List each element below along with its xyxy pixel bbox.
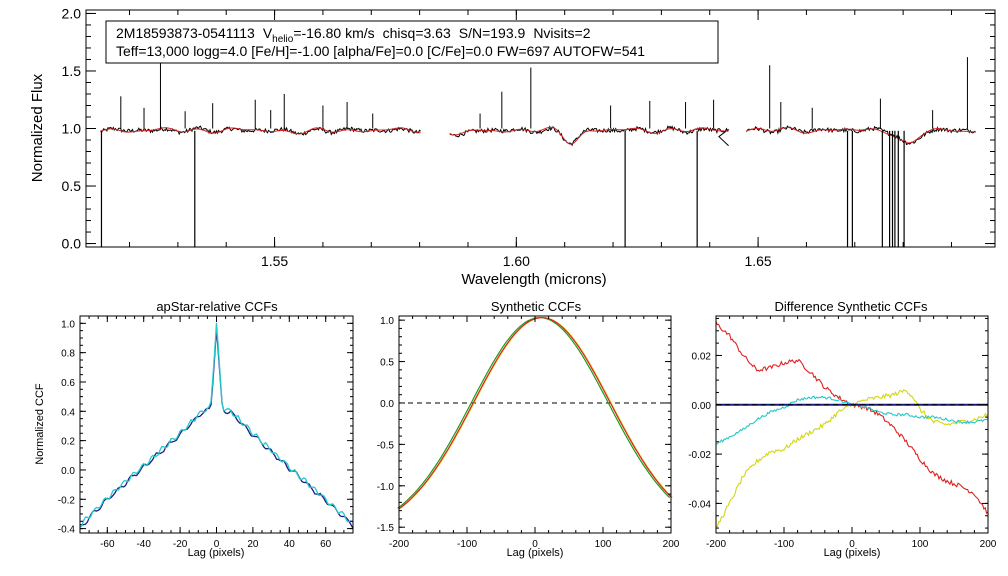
spectrum-ylabel: Normalized Flux [29, 73, 46, 182]
synthetic-ccf-series [397, 317, 671, 509]
synthetic-ccf-ytick-label: -1.0 [377, 482, 395, 493]
synthetic-ccf-xlabel: Lag (pixels) [507, 547, 564, 559]
apstar-ccf-xtick-label: -60 [100, 539, 115, 550]
difference-ccf-xtick-label: 0 [849, 539, 855, 550]
spectrum-ytick-label: 0.5 [62, 178, 82, 194]
observed-spectrum-segment [449, 125, 729, 147]
apstar-ccf-panel: apStar-relative CCFs -60 -40 -20 0 20 40 60 -0.… [34, 299, 354, 559]
apstar-ccf-series [79, 322, 354, 528]
info-line-2: Teff=13,000 logg=4.0 [Fe/H]=-1.00 [alpha… [116, 43, 645, 59]
apstar-ccf-ytick-label: -0.2 [58, 495, 76, 506]
apstar-ccf-ytick-label: 0.0 [61, 466, 75, 477]
apstar-ccf-xtick-label: 60 [320, 539, 332, 550]
spectrum-panel: 1.55 1.60 1.65 0.0 0.5 1.0 1.5 2.0 Wavelength (… [29, 5, 996, 288]
spectrum-ytick-label: 0.0 [62, 236, 82, 252]
difference-ccf-lines [715, 321, 989, 528]
spectrum-xtick-label: 1.60 [503, 253, 530, 269]
synthetic-ccf-ytick-label: 0.0 [380, 399, 394, 410]
difference-ccf-series [715, 395, 989, 445]
chisq-value: chisq=3.63 [383, 25, 451, 41]
difference-ccf-ytick-label: -0.04 [688, 499, 711, 510]
apstar-ccf-ytick-label: 0.6 [61, 378, 75, 389]
vhelio-subscript: helio [272, 34, 294, 45]
apstar-ccf-xtick-label: 20 [247, 539, 259, 550]
star-id: 2M18593873-0541113 [116, 25, 255, 41]
difference-ccf-ytick-label: 0.02 [692, 351, 712, 362]
apstar-ccf-title: apStar-relative CCFs [156, 299, 278, 314]
synthetic-ccf-xtick-label: 0 [532, 539, 538, 550]
spectrum-lines [100, 53, 977, 248]
synthetic-ccf-xtick-label: -200 [389, 539, 409, 550]
info-line-1: 2M18593873-0541113 Vhelio=-16.80 km/s chis… [116, 25, 591, 45]
snr-value: S/N=193.9 [459, 25, 526, 41]
apstar-ccf-ytick-label: 0.4 [61, 407, 75, 418]
spectrum-ytick-label: 1.5 [62, 63, 82, 79]
difference-ccf-xtick-label: -100 [774, 539, 794, 550]
nvisits-value: Nvisits=2 [533, 25, 590, 41]
model-spectrum-segment [100, 127, 421, 135]
difference-ccf-panel: Difference Synthetic CCFs -200 -100 0 100 20… [688, 299, 997, 559]
synthetic-ccf-ytick-label: 0.5 [380, 358, 394, 369]
spectrum-xtick-label: 1.55 [261, 253, 288, 269]
difference-ccf-xtick-label: 100 [912, 539, 929, 550]
apstar-ccf-xtick-label: -40 [136, 539, 151, 550]
difference-ccf-xlabel: Lag (pixels) [824, 547, 881, 559]
synthetic-ccf-xtick-label: 200 [663, 539, 680, 550]
difference-ccf-series [715, 321, 989, 515]
apstar-ccf-lines [79, 322, 354, 529]
vhelio-value: =-16.80 km/s [293, 25, 374, 41]
vhelio-label: V [263, 25, 273, 41]
apstar-ccf-xtick-label: 0 [214, 539, 220, 550]
synthetic-ccf-xtick-label: 100 [595, 539, 612, 550]
synthetic-ccf-ytick-label: -0.5 [377, 440, 395, 451]
apstar-ccf-ticks: -60 -40 -20 0 20 40 60 -0.4 -0.2 0.0 0.2 0.4 0.6 0.8 1… [58, 315, 354, 550]
synthetic-ccf-xtick-label: -100 [457, 539, 477, 550]
model-spectrum-segment [745, 127, 976, 144]
difference-ccf-ticks: -200 -100 0 100 200 -0.04 -0.02 0.00 0.02 [688, 316, 997, 550]
spectrum-ticks: 1.55 1.60 1.65 0.0 0.5 1.0 1.5 2.0 [62, 5, 995, 269]
difference-ccf-series [715, 389, 989, 528]
difference-ccf-title: Difference Synthetic CCFs [775, 299, 928, 314]
apstar-ccf-ytick-label: 0.8 [61, 349, 75, 360]
synthetic-ccf-ticks: -200 -100 0 100 200 -1.5 -1.0 -0.5 0.0 0.5 1.0 [377, 316, 680, 550]
difference-ccf-ytick-label: -0.02 [688, 450, 711, 461]
spectrum-xlabel: Wavelength (microns) [461, 271, 606, 288]
difference-ccf-xtick-label: -200 [706, 539, 726, 550]
spectrum-ytick-label: 2.0 [62, 5, 82, 21]
synthetic-ccf-ytick-label: -1.5 [377, 523, 395, 534]
apstar-ccf-xtick-label: -20 [173, 539, 188, 550]
spectrum-xtick-label: 1.65 [744, 253, 771, 269]
spectrum-ytick-label: 1.0 [62, 121, 82, 137]
synthetic-ccf-frame [398, 315, 672, 534]
synthetic-ccf-title: Synthetic CCFs [491, 299, 582, 314]
apstar-ccf-xtick-label: 40 [284, 539, 296, 550]
synthetic-ccf-series [400, 317, 673, 509]
apstar-ccf-frame [79, 315, 354, 534]
difference-ccf-xtick-label: 200 [980, 539, 997, 550]
apstar-ccf-ylabel: Normalized CCF [34, 383, 46, 465]
model-spectrum-segment [449, 126, 729, 145]
apstar-ccf-xlabel: Lag (pixels) [188, 547, 245, 559]
apstar-ccf-ytick-label: 0.2 [61, 437, 75, 448]
apstar-ccf-ytick-label: -0.4 [58, 525, 76, 536]
info-box [105, 20, 719, 64]
apstar-ccf-ytick-label: 1.0 [61, 319, 75, 330]
difference-ccf-ytick-label: 0.00 [692, 401, 712, 412]
synthetic-ccf-series [398, 317, 672, 510]
apstar-ccf-series [79, 328, 354, 529]
synthetic-ccf-ytick-label: 1.0 [380, 316, 394, 327]
synthetic-ccf-panel: Synthetic CCFs -200 -100 0 100 200 -1.5 -1.0 -0… [377, 299, 680, 559]
synthetic-ccf-lines [397, 317, 673, 510]
